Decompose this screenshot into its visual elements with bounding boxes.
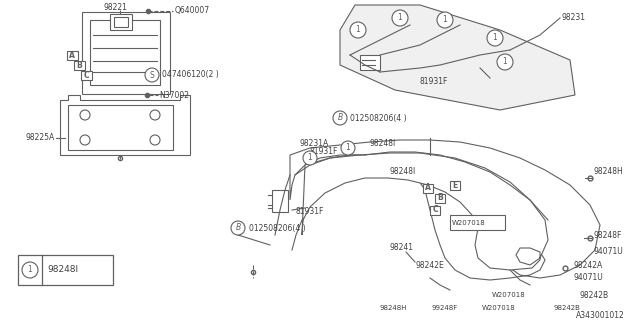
Bar xyxy=(423,183,433,193)
Circle shape xyxy=(150,110,160,120)
Text: 1: 1 xyxy=(356,26,360,35)
Text: 1: 1 xyxy=(28,266,33,275)
Polygon shape xyxy=(290,140,600,280)
Text: 1: 1 xyxy=(443,15,447,25)
Text: 98221: 98221 xyxy=(103,4,127,12)
Text: 98225A: 98225A xyxy=(26,133,55,142)
Text: 99248F: 99248F xyxy=(432,305,458,311)
Text: 98248H: 98248H xyxy=(380,305,408,311)
Circle shape xyxy=(392,10,408,26)
Bar xyxy=(430,205,440,214)
Circle shape xyxy=(231,221,245,235)
Bar xyxy=(450,215,505,230)
Text: W207018: W207018 xyxy=(452,220,486,226)
Circle shape xyxy=(22,262,38,278)
Bar xyxy=(18,255,113,285)
Circle shape xyxy=(497,54,513,70)
Text: E: E xyxy=(452,180,458,189)
Text: 81931F: 81931F xyxy=(310,148,339,156)
Polygon shape xyxy=(302,153,548,270)
Text: 98248H: 98248H xyxy=(594,167,624,177)
Bar xyxy=(435,194,445,203)
Circle shape xyxy=(333,111,347,125)
Circle shape xyxy=(80,110,90,120)
Text: 94071U: 94071U xyxy=(594,247,624,257)
Text: 98242B: 98242B xyxy=(580,291,609,300)
Text: A343001012: A343001012 xyxy=(576,310,625,319)
Text: S: S xyxy=(150,70,154,79)
Text: 012508206(4 ): 012508206(4 ) xyxy=(249,223,306,233)
Bar xyxy=(74,60,84,69)
Text: C: C xyxy=(83,70,89,79)
Text: B: B xyxy=(236,223,241,233)
Text: 1: 1 xyxy=(346,143,350,153)
Text: 94071U: 94071U xyxy=(574,274,604,283)
Text: 98248F: 98248F xyxy=(594,230,622,239)
Text: 047406120(2 ): 047406120(2 ) xyxy=(162,70,219,79)
Text: B: B xyxy=(337,114,342,123)
Polygon shape xyxy=(60,95,190,155)
Text: 81931F: 81931F xyxy=(420,77,449,86)
Text: 98241: 98241 xyxy=(390,244,414,252)
Bar xyxy=(90,20,160,85)
Bar xyxy=(82,12,170,94)
Text: W207018: W207018 xyxy=(492,292,525,298)
Text: 1: 1 xyxy=(502,58,508,67)
Bar xyxy=(110,14,132,30)
Circle shape xyxy=(303,151,317,165)
Circle shape xyxy=(487,30,503,46)
Text: 98242A: 98242A xyxy=(574,260,604,269)
Text: Q640007: Q640007 xyxy=(175,6,210,15)
Text: W207018: W207018 xyxy=(482,305,516,311)
Polygon shape xyxy=(340,5,575,110)
Text: B: B xyxy=(437,194,443,203)
Text: N37002: N37002 xyxy=(159,91,189,100)
Bar xyxy=(67,51,77,60)
Text: 98248I: 98248I xyxy=(390,167,416,177)
Text: 98248I: 98248I xyxy=(370,139,396,148)
Bar xyxy=(272,190,288,212)
Bar xyxy=(450,180,460,189)
Bar xyxy=(114,17,128,27)
Circle shape xyxy=(437,12,453,28)
Text: 98231: 98231 xyxy=(562,12,586,21)
Text: A: A xyxy=(69,51,75,60)
Text: 1: 1 xyxy=(397,13,403,22)
Circle shape xyxy=(145,68,159,82)
Text: A: A xyxy=(425,183,431,193)
Text: 81931F: 81931F xyxy=(295,207,323,217)
Bar xyxy=(81,70,92,79)
Text: 98231A: 98231A xyxy=(300,139,329,148)
Text: C: C xyxy=(432,205,438,214)
Text: 1: 1 xyxy=(493,34,497,43)
Text: 98242E: 98242E xyxy=(415,260,444,269)
Circle shape xyxy=(150,135,160,145)
Text: 98248I: 98248I xyxy=(47,266,78,275)
Bar xyxy=(68,105,173,150)
Circle shape xyxy=(341,141,355,155)
Text: 012508206(4 ): 012508206(4 ) xyxy=(350,114,406,123)
Text: 98242B: 98242B xyxy=(554,305,581,311)
Text: B: B xyxy=(76,60,82,69)
Bar xyxy=(360,55,380,70)
Circle shape xyxy=(350,22,366,38)
Text: 1: 1 xyxy=(308,154,312,163)
Circle shape xyxy=(80,135,90,145)
